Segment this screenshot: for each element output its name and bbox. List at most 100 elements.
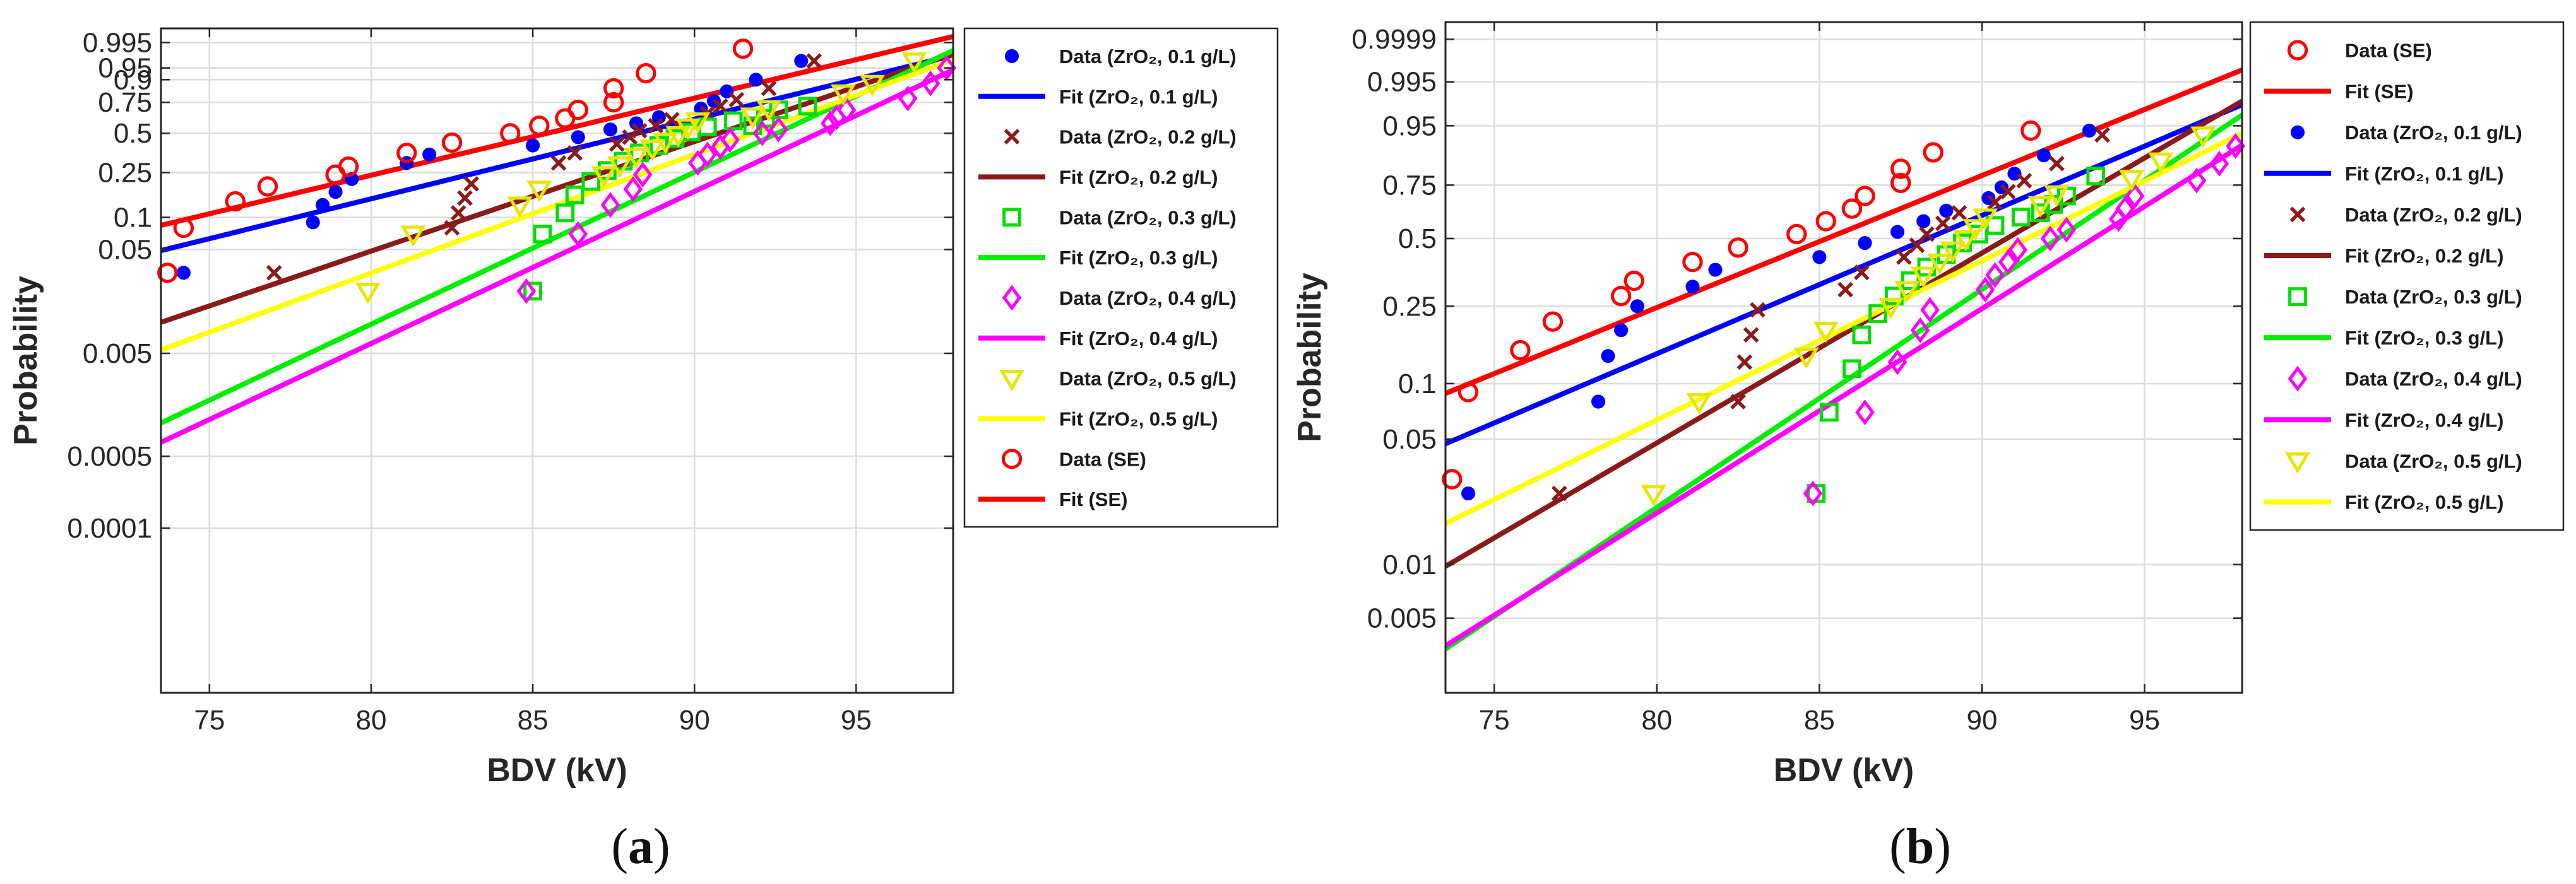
data-point-s8-1 — [1855, 399, 1875, 425]
data-point-s4-4 — [581, 172, 601, 191]
data-point-s8-5 — [607, 156, 633, 178]
data-point-s0-8 — [571, 130, 585, 144]
data-point-s6-6 — [697, 141, 718, 168]
data-point-s0-3 — [1542, 311, 1564, 332]
data-point-s0-8 — [1786, 223, 1807, 245]
data-point-s2-15 — [2036, 148, 2051, 163]
data-point-s6-5 — [1884, 286, 1904, 305]
legend-marker-swatch — [2289, 206, 2306, 223]
panel-caption: (b) — [1889, 819, 1951, 875]
data-point-s6-13 — [836, 97, 857, 123]
legend-label: Data (ZrO₂, 0.4 g/L) — [2345, 368, 2522, 390]
data-point-s2-0 — [1461, 486, 1476, 501]
data-point-s6-16 — [937, 55, 957, 81]
plot-area — [1445, 22, 2242, 693]
data-point-s8-14 — [2187, 167, 2207, 194]
legend-entry: Data (ZrO₂, 0.1 g/L) — [1004, 45, 1237, 68]
legend-entry: Fit (ZrO₂, 0.2 g/L) — [978, 166, 1218, 188]
data-point-s8-12 — [2115, 196, 2135, 222]
legend-label: Data (ZrO₂, 0.4 g/L) — [1059, 287, 1237, 309]
data-point-s2-10 — [1916, 214, 1931, 228]
data-point-s8-2 — [1887, 349, 1908, 375]
panel-a: 75 80 85 90 95 0.0001 0.0005 0.005 0.050.1 0.25 0.… — [8, 27, 1279, 875]
data-point-s8-8 — [2008, 237, 2027, 263]
data-point-s4-12 — [1987, 194, 2003, 211]
data-point-s6-16 — [2086, 167, 2106, 186]
data-point-s4-2 — [555, 203, 575, 223]
data-point-s6-9 — [752, 120, 773, 146]
data-point-s10-7 — [1926, 253, 1952, 275]
data-point-s4-2 — [1736, 354, 1753, 370]
data-point-s0-9 — [603, 122, 618, 137]
data-point-s10-1 — [173, 217, 194, 239]
legend-entry: Fit (ZrO₂, 0.5 g/L) — [2264, 491, 2503, 513]
data-point-s10-14 — [2118, 170, 2144, 192]
data-point-s0-10 — [629, 116, 644, 131]
y-tick-label: 0.05 — [1382, 424, 1437, 455]
data-points — [1442, 120, 2246, 507]
data-point-s6-3 — [623, 176, 643, 203]
data-point-s4-12 — [723, 111, 743, 131]
data-point-s4-6 — [1853, 264, 1870, 281]
legend-label: Fit (ZrO₂, 0.2 g/L) — [1059, 166, 1218, 188]
data-point-s10-4 — [1878, 297, 1904, 319]
data-point-s10-3 — [257, 176, 278, 197]
legend-marker-swatch — [2288, 365, 2308, 392]
data-point-s0-7 — [1728, 237, 1748, 258]
data-point-s2-1 — [1591, 394, 1606, 409]
data-point-s2-9 — [1890, 225, 1905, 239]
data-point-s8-13 — [2125, 183, 2145, 209]
data-point-s10-11 — [567, 99, 588, 121]
legend-marker-swatch — [999, 370, 1024, 392]
data-point-s6-12 — [2011, 208, 2031, 227]
data-point-s10-6 — [396, 143, 417, 163]
data-point-s8-0 — [355, 282, 381, 304]
y-tick-label: 0.1 — [1398, 368, 1437, 399]
data-point-s0-16 — [794, 54, 809, 68]
legend-label: Data (SE) — [2345, 40, 2432, 62]
data-point-s6-14 — [898, 85, 918, 112]
data-point-s8-12 — [740, 107, 766, 129]
x-tick-label: 90 — [679, 705, 710, 736]
data-point-s2-5 — [1685, 280, 1700, 294]
legend-entry: Data (ZrO₂, 0.1 g/L) — [2290, 122, 2522, 144]
legend-label: Data (ZrO₂, 0.1 g/L) — [2345, 122, 2522, 144]
fit-line-5 — [161, 48, 953, 425]
data-point-s10-5 — [1894, 281, 1920, 303]
data-point-s2-16 — [806, 53, 822, 69]
data-point-s2-11 — [664, 112, 680, 127]
data-point-s0-13 — [1890, 158, 1911, 179]
data-point-s0-14 — [1923, 142, 1944, 163]
legend-entry: Data (ZrO₂, 0.5 g/L) — [999, 368, 1237, 392]
x-axis-label: BDV (kV) — [1774, 752, 1914, 789]
y-tick-label: 0.995 — [83, 27, 152, 58]
legend-label: Data (ZrO₂, 0.2 g/L) — [2345, 204, 2522, 226]
y-tick-label: 0.0005 — [67, 441, 152, 472]
legend-entry: Data (ZrO₂, 0.4 g/L) — [2288, 365, 2522, 392]
data-point-s10-12 — [2027, 196, 2053, 218]
data-point-s10-2 — [225, 191, 246, 212]
data-point-s8-7 — [639, 139, 665, 162]
legend-marker-swatch — [2288, 287, 2307, 306]
data-point-s0-0 — [176, 266, 191, 280]
data-point-s0-6 — [422, 147, 437, 162]
data-point-s8-4 — [1920, 297, 1940, 323]
data-point-s6-8 — [720, 127, 740, 153]
data-point-s6-6 — [1901, 271, 1920, 290]
data-point-s2-7 — [1812, 250, 1827, 264]
data-point-s2-14 — [2007, 167, 2022, 181]
data-point-s6-2 — [1843, 359, 1861, 379]
panel-caption: (a) — [611, 819, 670, 875]
data-point-s10-8 — [500, 123, 521, 144]
legend-label: Fit (ZrO₂, 0.2 g/L) — [2345, 245, 2503, 267]
data-point-s10-8 — [1940, 241, 1966, 263]
legend-entry: Fit (ZrO₂, 0.1 g/L) — [978, 86, 1218, 108]
data-point-s8-6 — [624, 148, 649, 169]
data-point-s0-9 — [1815, 211, 1836, 232]
legend-entry: Data (ZrO₂, 0.5 g/L) — [2285, 450, 2522, 474]
legend-label: Fit (ZrO₂, 0.3 g/L) — [2345, 327, 2503, 349]
legend-marker-swatch — [1002, 208, 1021, 227]
axes-box — [160, 27, 954, 694]
data-point-s8-0 — [1803, 480, 1823, 507]
legend-label: Fit (SE) — [1059, 488, 1128, 510]
